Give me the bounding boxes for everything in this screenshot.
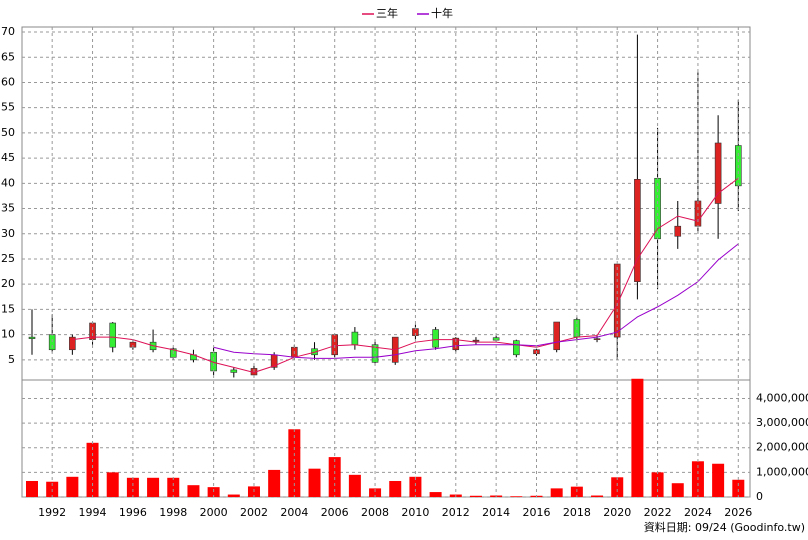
volume-bar: [591, 495, 604, 497]
legend-label: 三年: [376, 6, 398, 20]
volume-bar: [106, 472, 119, 497]
y-tick-label: 70: [1, 25, 15, 38]
volume-bar: [369, 488, 382, 497]
candle-body: [553, 321, 560, 351]
y-tick-label: 2,000,000: [756, 441, 808, 454]
y-tick-label: 0: [756, 490, 763, 503]
candle-body: [472, 339, 480, 342]
x-tick-label: 2020: [603, 506, 631, 519]
volume-bar: [227, 494, 240, 497]
volume-bar: [712, 463, 725, 497]
y-tick-label: 20: [1, 277, 15, 290]
volume-bar: [429, 492, 442, 497]
x-tick-label: 2024: [684, 506, 712, 519]
volume-bar: [348, 474, 361, 497]
x-tick-label: 2016: [523, 506, 551, 519]
candle-body: [351, 331, 359, 346]
x-tick-label: 1998: [159, 506, 187, 519]
y-tick-label: 35: [1, 202, 15, 215]
volume-bar: [66, 476, 79, 497]
volume-bar: [187, 485, 200, 497]
y-tick-label: 4,000,000: [756, 391, 808, 404]
volume-bar: [732, 479, 745, 497]
candle-body: [613, 263, 621, 338]
x-tick-label: 1992: [38, 506, 66, 519]
volume-bar: [268, 469, 281, 497]
y-tick-label: 30: [1, 227, 15, 240]
volume-bar: [207, 487, 220, 497]
candle-body: [634, 178, 641, 282]
x-tick-label: 2004: [280, 506, 308, 519]
volume-bar: [308, 468, 321, 497]
volume-bar: [671, 483, 684, 497]
y-tick-label: 5: [8, 353, 15, 366]
x-tick-label: 2014: [482, 506, 510, 519]
candle-body: [452, 337, 460, 351]
footer: 資料日期: 09/24 (Goodinfo.tw): [644, 520, 805, 534]
candle-body: [674, 225, 682, 237]
y-tick-label: 10: [1, 328, 15, 341]
candle-body: [109, 322, 117, 348]
y-tick-label: 40: [1, 176, 15, 189]
x-tick-label: 2026: [724, 506, 752, 519]
y-tick-label: 65: [1, 50, 15, 63]
volume-bar: [550, 488, 563, 497]
volume-bar: [611, 477, 624, 497]
y-tick-label: 60: [1, 75, 15, 88]
y-tick-label: 55: [1, 101, 15, 114]
x-tick-label: 1994: [79, 506, 107, 519]
volume-bar: [510, 496, 523, 497]
volume-bar: [147, 477, 160, 497]
y-tick-label: 1,000,000: [756, 465, 808, 478]
volume-bar: [631, 378, 644, 497]
x-tick-label: 2008: [361, 506, 389, 519]
y-tick-label: 45: [1, 151, 15, 164]
candle-body: [69, 336, 76, 351]
x-tick-label: 2002: [240, 506, 268, 519]
volume-bar: [288, 429, 301, 497]
candle-body: [714, 142, 722, 204]
x-tick-label: 2022: [644, 506, 672, 519]
candle-body: [432, 329, 439, 348]
volume-bar: [86, 442, 99, 497]
volume-bar: [469, 495, 482, 497]
x-tick-label: 2010: [401, 506, 429, 519]
volume-bar: [167, 477, 180, 497]
plot-frame: [21, 26, 751, 498]
y-tick-label: 3,000,000: [756, 416, 808, 429]
y-tick-label: 50: [1, 126, 15, 139]
volume-bar: [26, 480, 38, 497]
ma-line: [72, 177, 739, 373]
volume-bar: [409, 476, 422, 497]
candle-body: [28, 336, 36, 339]
candle-body: [230, 369, 238, 373]
y-tick-label: 25: [1, 252, 15, 265]
candle-body: [513, 340, 520, 356]
volume-bar: [126, 477, 139, 497]
x-tick-label: 2006: [321, 506, 349, 519]
legend-label: 十年: [431, 6, 453, 20]
x-tick-label: 2000: [200, 506, 228, 519]
candle-body: [593, 338, 601, 340]
y-tick-label: 15: [1, 302, 15, 315]
volume-bar: [389, 480, 402, 497]
x-tick-label: 2018: [563, 506, 591, 519]
ma-line: [213, 243, 739, 359]
x-tick-label: 1996: [119, 506, 147, 519]
x-tick-label: 2012: [442, 506, 470, 519]
